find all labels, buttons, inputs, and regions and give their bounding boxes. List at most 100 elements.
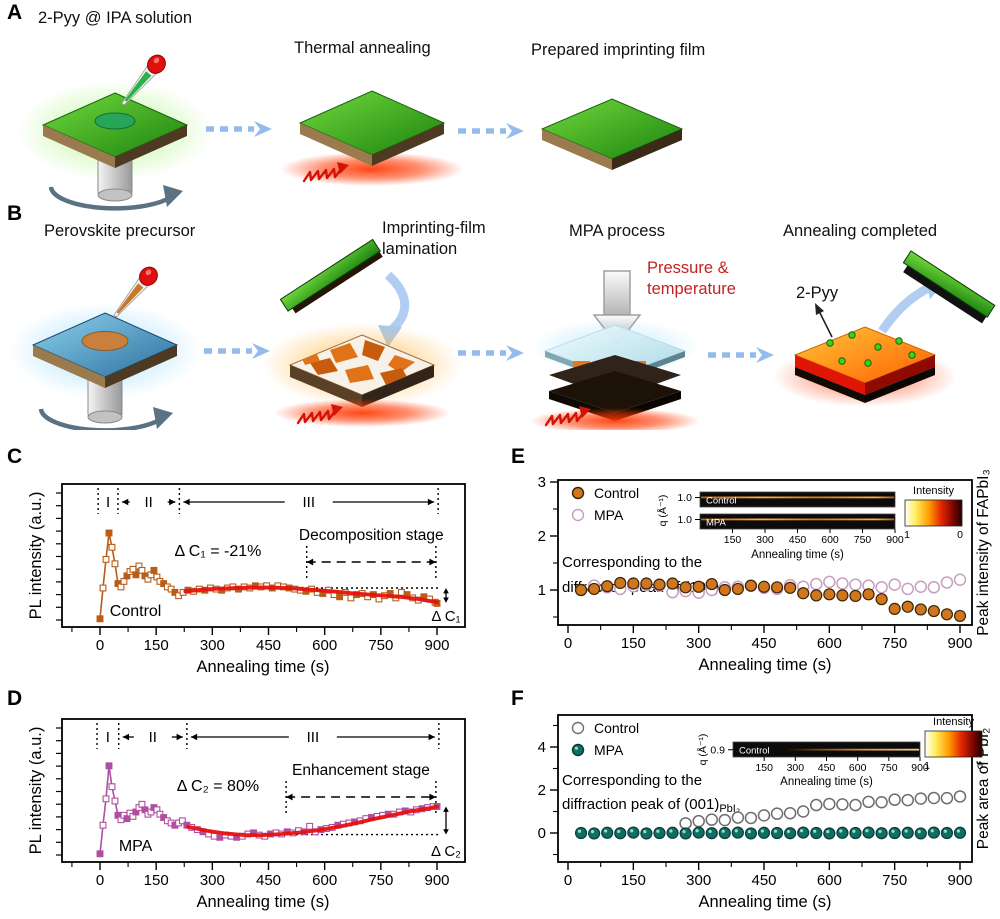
svg-text:1: 1 [924, 760, 930, 772]
scene-a-step1: Thermal annealing [294, 39, 431, 57]
svg-text:300: 300 [200, 637, 225, 654]
svg-text:150: 150 [144, 872, 169, 889]
spin-coater-blue [9, 263, 201, 430]
svg-text:450: 450 [789, 534, 807, 546]
prepared-imprinting-film [540, 98, 684, 170]
panel-label-c: C [7, 445, 23, 468]
process-arrow-icon [204, 343, 270, 359]
chart-pl-control: 0 150 300 450 600 750 900 Annealing time (s) PL … [27, 483, 466, 676]
svg-text:Peak area of PbI₂: Peak area of PbI₂ [975, 728, 992, 849]
svg-text:Corresponding to the: Corresponding to the [562, 554, 702, 571]
svg-text:750: 750 [882, 635, 907, 652]
scene-b-step3: Annealing completed [783, 222, 938, 240]
process-arrow-icon [458, 345, 524, 361]
process-arrow-icon [458, 123, 524, 139]
pointer-arrow-icon [815, 303, 824, 315]
svg-text:150: 150 [621, 635, 646, 652]
mpa-press-group [530, 270, 700, 430]
svg-text:4: 4 [538, 739, 546, 756]
svg-text:900: 900 [424, 872, 449, 889]
svg-text:900: 900 [911, 762, 929, 774]
svg-text:MPA: MPA [706, 518, 727, 529]
perovskite-mosaic [300, 340, 415, 385]
scene-b-title: Perovskite precursor [44, 222, 196, 240]
svg-text:150: 150 [724, 534, 742, 546]
svg-text:II: II [145, 494, 153, 511]
svg-text:Δ C₁ = -21%: Δ C₁ = -21% [175, 543, 262, 560]
svg-text:Annealing time (s): Annealing time (s) [197, 658, 330, 676]
svg-text:Annealing time (s): Annealing time (s) [699, 656, 832, 674]
process-scene-b [9, 238, 996, 430]
svg-text:900: 900 [947, 635, 972, 652]
svg-text:Control: Control [706, 496, 737, 507]
process-arrow-icon [206, 121, 272, 137]
svg-text:0: 0 [564, 635, 572, 652]
svg-text:Control: Control [110, 603, 162, 620]
svg-text:300: 300 [787, 762, 805, 774]
svg-text:Annealing time (s): Annealing time (s) [751, 549, 844, 561]
svg-text:750: 750 [880, 762, 898, 774]
process-arrow-icon [708, 347, 774, 363]
svg-text:900: 900 [886, 534, 904, 546]
svg-text:Peak intensity of FAPbI₃: Peak intensity of FAPbI₃ [975, 469, 992, 636]
svg-text:450: 450 [256, 872, 281, 889]
svg-text:150: 150 [144, 637, 169, 654]
panel-label-b: B [7, 202, 23, 225]
svg-text:300: 300 [686, 872, 711, 889]
panel-label-e: E [511, 445, 526, 468]
svg-text:0: 0 [564, 872, 572, 889]
svg-text:450: 450 [751, 872, 776, 889]
svg-text:Δ C₂: Δ C₂ [431, 843, 461, 860]
svg-text:I: I [106, 494, 110, 511]
svg-text:PL intensity (a.u.): PL intensity (a.u.) [27, 727, 45, 855]
svg-text:600: 600 [312, 637, 337, 654]
svg-text:Δ C₂ = 80%: Δ C₂ = 80% [177, 778, 259, 795]
svg-text:300: 300 [200, 872, 225, 889]
scene-a-step2: Prepared imprinting film [531, 41, 706, 59]
svg-text:3: 3 [538, 474, 546, 491]
thermal-annealing-film [280, 90, 464, 186]
scene-a-title: 2-Pyy @ IPA solution [38, 9, 193, 27]
svg-text:Control: Control [594, 485, 639, 501]
svg-text:1: 1 [538, 582, 546, 599]
svg-text:III: III [307, 729, 320, 746]
svg-text:Δ C₁: Δ C₁ [431, 608, 460, 625]
panel-label-d: D [7, 687, 23, 710]
svg-text:2: 2 [538, 528, 546, 545]
svg-text:450: 450 [751, 635, 776, 652]
chart-peak-area: 0 2 4 0 150 300 450 600 750 900 Annealing time (s)… [538, 714, 992, 911]
chart-pl-mpa: 0 150 300 450 600 750 900 Annealing time (s) PL … [27, 718, 466, 911]
scene-b-step1: Imprinting-film lamination [382, 219, 486, 258]
svg-text:150: 150 [621, 872, 646, 889]
svg-text:1: 1 [904, 529, 910, 541]
svg-text:300: 300 [686, 635, 711, 652]
svg-text:III: III [302, 494, 315, 511]
svg-text:Intensity: Intensity [913, 485, 954, 497]
svg-text:MPA: MPA [119, 838, 153, 855]
svg-text:I: I [106, 729, 110, 746]
spin-coater-green [17, 51, 213, 209]
panel-label-a: A [7, 1, 23, 24]
svg-text:0.9: 0.9 [710, 744, 725, 756]
process-scene-a [17, 51, 684, 215]
annealed-film-group [773, 250, 996, 407]
molecule-dots [826, 331, 916, 367]
svg-text:2: 2 [538, 782, 546, 799]
panel-label-f: F [511, 687, 524, 710]
svg-text:Enhancement stage: Enhancement stage [292, 762, 430, 779]
scene-b-step2: MPA process [569, 222, 665, 240]
molecule-label: 2-Pyy [796, 284, 839, 302]
svg-text:750: 750 [882, 872, 907, 889]
svg-text:450: 450 [818, 762, 836, 774]
svg-text:0: 0 [96, 637, 104, 654]
svg-text:0: 0 [538, 825, 546, 842]
svg-text:Decomposition stage: Decomposition stage [299, 527, 444, 544]
svg-text:Intensity: Intensity [933, 716, 974, 728]
svg-text:Control: Control [739, 746, 770, 757]
svg-text:750: 750 [368, 872, 393, 889]
svg-text:300: 300 [756, 534, 774, 546]
svg-text:0: 0 [96, 872, 104, 889]
chart-peak-intensity: 1 2 3 0 150 300 450 600 750 900 Annealing time (s)… [538, 469, 992, 674]
svg-text:600: 600 [821, 534, 839, 546]
